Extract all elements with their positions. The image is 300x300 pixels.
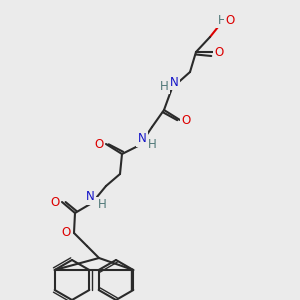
Text: O: O [50, 196, 60, 208]
Text: O: O [182, 113, 190, 127]
Text: N: N [85, 190, 94, 203]
Text: N: N [138, 133, 146, 146]
Text: O: O [225, 14, 235, 26]
Text: H: H [160, 80, 168, 92]
Text: O: O [94, 137, 103, 151]
Text: N: N [169, 76, 178, 88]
Text: H: H [98, 199, 106, 212]
Text: H: H [218, 14, 226, 26]
Text: H: H [148, 139, 156, 152]
Text: O: O [214, 46, 224, 59]
Text: O: O [61, 226, 70, 239]
